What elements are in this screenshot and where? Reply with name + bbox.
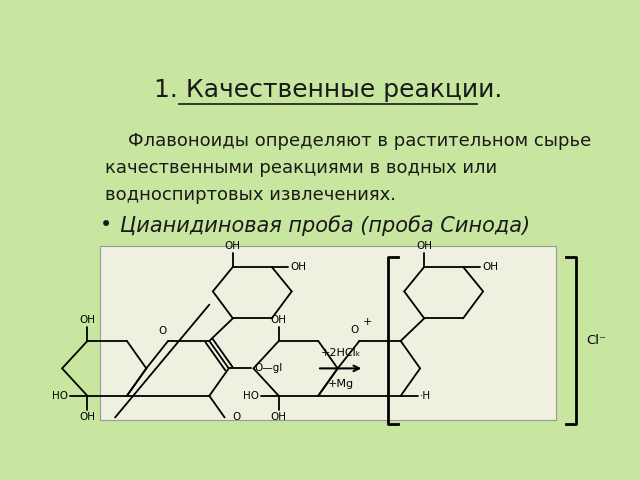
Text: +Mg: +Mg: [328, 379, 354, 389]
Text: Цианидиновая проба (проба Синода): Цианидиновая проба (проба Синода): [120, 215, 530, 236]
Text: •: •: [100, 215, 112, 235]
Text: OH: OH: [416, 240, 432, 251]
Text: HO: HO: [52, 391, 68, 401]
Text: O: O: [351, 324, 359, 335]
FancyBboxPatch shape: [100, 246, 556, 420]
Text: 1. Качественные реакции.: 1. Качественные реакции.: [154, 78, 502, 102]
Text: OH: OH: [271, 315, 287, 325]
Text: OH: OH: [271, 412, 287, 422]
Text: HO: HO: [243, 391, 259, 401]
Text: O: O: [158, 326, 166, 336]
Text: +: +: [363, 317, 372, 327]
Text: OH: OH: [482, 262, 498, 272]
Text: OH: OH: [79, 315, 95, 325]
Text: OH: OH: [225, 240, 241, 251]
Text: +2HClₖ: +2HClₖ: [321, 348, 361, 358]
Text: O—gl: O—gl: [254, 363, 282, 373]
Text: O: O: [233, 412, 241, 422]
Text: Флавоноиды определяют в растительном сырье
качественными реакциями в водных или
: Флавоноиды определяют в растительном сыр…: [105, 132, 591, 204]
Text: Cl⁻: Cl⁻: [587, 334, 607, 347]
Text: OH: OH: [291, 262, 307, 272]
Text: ·H: ·H: [420, 391, 431, 401]
Text: OH: OH: [79, 412, 95, 422]
